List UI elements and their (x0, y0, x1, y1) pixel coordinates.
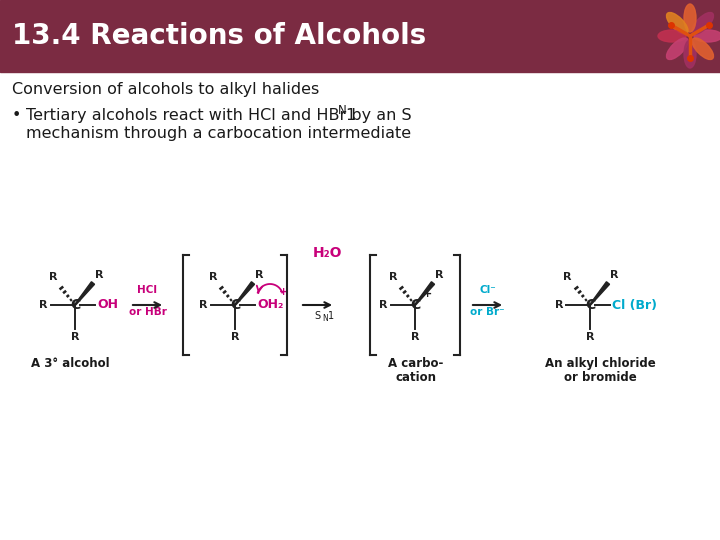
Ellipse shape (658, 30, 686, 42)
Text: R: R (71, 332, 79, 342)
Text: R: R (610, 270, 618, 280)
Text: Cl⁻: Cl⁻ (479, 285, 496, 295)
Text: R: R (410, 332, 419, 342)
Text: or bromide: or bromide (564, 371, 636, 384)
Text: OH: OH (97, 299, 118, 312)
Text: Cl (Br): Cl (Br) (612, 299, 657, 312)
Text: or HBr: or HBr (129, 307, 166, 317)
Text: •: • (12, 108, 22, 123)
Text: R: R (435, 270, 444, 280)
Text: N: N (338, 104, 347, 117)
Text: +: + (279, 287, 288, 297)
Text: R: R (95, 270, 104, 280)
Text: C: C (585, 298, 595, 312)
Text: R: R (564, 272, 572, 282)
Text: C: C (70, 298, 80, 312)
Text: mechanism through a carbocation intermediate: mechanism through a carbocation intermed… (26, 126, 411, 141)
Ellipse shape (692, 12, 714, 34)
Text: 13.4 Reactions of Alcohols: 13.4 Reactions of Alcohols (12, 22, 426, 50)
Ellipse shape (684, 4, 696, 32)
Text: R: R (40, 300, 48, 310)
Text: 1: 1 (328, 311, 333, 321)
Text: R: R (230, 332, 239, 342)
Text: H₂O: H₂O (312, 246, 342, 260)
Text: An alkyl chloride: An alkyl chloride (544, 357, 655, 370)
Text: R: R (586, 332, 594, 342)
Ellipse shape (667, 38, 688, 59)
Ellipse shape (667, 12, 688, 34)
Text: A carbo-: A carbo- (388, 357, 444, 370)
Text: A 3° alcohol: A 3° alcohol (31, 357, 109, 370)
Text: or Br⁻: or Br⁻ (470, 307, 505, 317)
Text: HCl: HCl (138, 285, 158, 295)
Ellipse shape (684, 40, 696, 68)
Text: C: C (410, 298, 420, 312)
Text: R: R (209, 272, 217, 282)
Bar (0, 0, 720, 72)
Text: R: R (554, 300, 563, 310)
Text: OH₂: OH₂ (257, 299, 284, 312)
Polygon shape (75, 282, 94, 305)
Text: C: C (230, 298, 240, 312)
Text: Conversion of alcohols to alkyl halides: Conversion of alcohols to alkyl halides (12, 82, 319, 97)
Text: R: R (379, 300, 388, 310)
Ellipse shape (694, 30, 720, 42)
Polygon shape (590, 282, 610, 305)
Text: 1: 1 (345, 108, 355, 123)
Text: R: R (48, 272, 57, 282)
Text: Tertiary alcohols react with HCl and HBr by an S: Tertiary alcohols react with HCl and HBr… (26, 108, 412, 123)
Text: R: R (389, 272, 397, 282)
Ellipse shape (692, 38, 714, 59)
Polygon shape (235, 282, 255, 305)
Text: cation: cation (395, 371, 436, 384)
Text: R: R (199, 300, 208, 310)
Text: +: + (423, 289, 432, 299)
Text: R: R (255, 270, 264, 280)
Text: S: S (315, 311, 320, 321)
Polygon shape (415, 282, 435, 305)
Text: N: N (323, 314, 328, 323)
